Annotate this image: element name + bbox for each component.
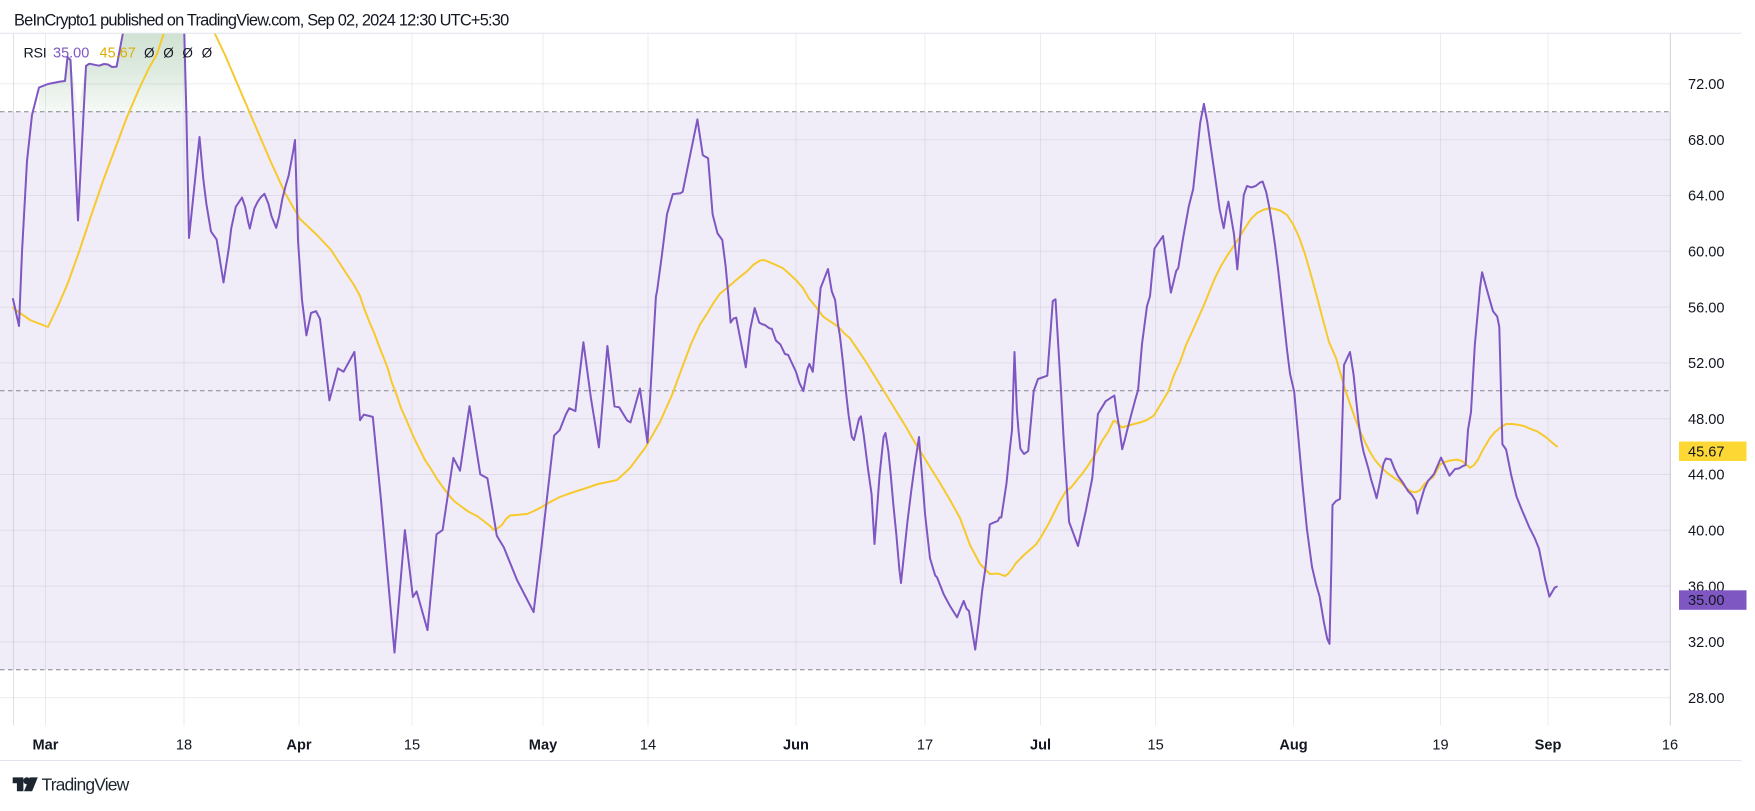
svg-text:Mar: Mar — [33, 738, 59, 754]
svg-text:35.00: 35.00 — [1688, 593, 1725, 609]
svg-text:72.00: 72.00 — [1688, 77, 1725, 93]
svg-text:Ø: Ø — [163, 45, 174, 60]
svg-text:Ø: Ø — [202, 45, 213, 60]
svg-text:60.00: 60.00 — [1688, 245, 1725, 261]
svg-text:45.67: 45.67 — [100, 46, 136, 62]
svg-text:14: 14 — [640, 738, 656, 754]
svg-text:68.00: 68.00 — [1688, 133, 1725, 149]
svg-text:56.00: 56.00 — [1688, 300, 1725, 316]
svg-text:Ø: Ø — [182, 45, 193, 60]
svg-text:32.00: 32.00 — [1688, 635, 1725, 651]
svg-text:TradingView: TradingView — [42, 775, 130, 795]
svg-text:Sep: Sep — [1535, 738, 1562, 754]
svg-text:16: 16 — [1662, 738, 1678, 754]
svg-text:Apr: Apr — [286, 738, 311, 754]
svg-text:17: 17 — [917, 738, 933, 754]
svg-text:45.67: 45.67 — [1688, 444, 1725, 460]
svg-text:64.00: 64.00 — [1688, 189, 1725, 205]
svg-text:Ø: Ø — [144, 45, 155, 60]
svg-text:Jun: Jun — [783, 738, 809, 754]
svg-text:BeInCrypto1 published on Tradi: BeInCrypto1 published on TradingView.com… — [14, 12, 509, 30]
svg-text:18: 18 — [176, 738, 192, 754]
svg-text:May: May — [529, 738, 558, 754]
svg-text:40.00: 40.00 — [1688, 524, 1725, 540]
svg-text:52.00: 52.00 — [1688, 356, 1725, 372]
svg-text:15: 15 — [1147, 738, 1163, 754]
svg-text:28.00: 28.00 — [1688, 691, 1725, 707]
svg-text:48.00: 48.00 — [1688, 412, 1725, 428]
svg-text:Jul: Jul — [1030, 738, 1051, 754]
svg-text:19: 19 — [1432, 738, 1448, 754]
svg-text:Aug: Aug — [1279, 738, 1307, 754]
svg-text:RSI: RSI — [24, 46, 47, 62]
svg-text:15: 15 — [404, 738, 420, 754]
svg-text:44.00: 44.00 — [1688, 468, 1725, 484]
svg-text:35.00: 35.00 — [53, 46, 89, 62]
